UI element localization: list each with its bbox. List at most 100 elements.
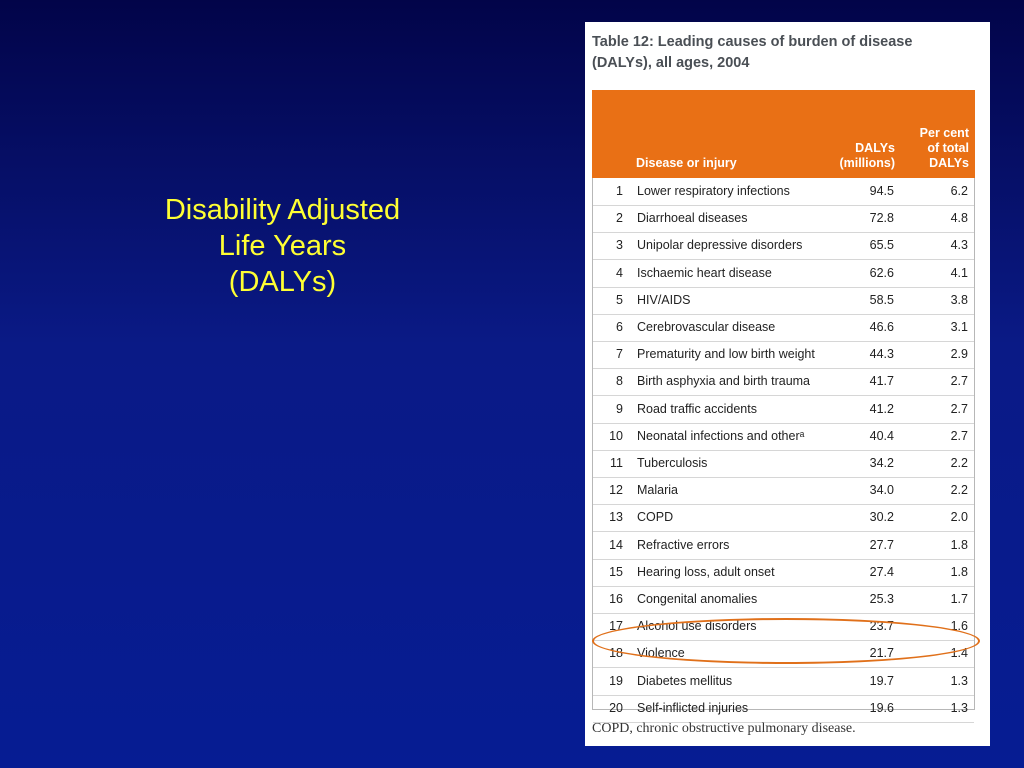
row-dalys-value: 40.4 <box>869 428 894 443</box>
violence-highlight-ellipse <box>592 618 980 664</box>
row-percent-value: 1.8 <box>950 564 968 579</box>
slide-title: Disability Adjusted Life Years (DALYs) <box>120 192 445 300</box>
row-disease-name: Hearing loss, adult onset <box>637 564 775 579</box>
row-percent-value: 1.7 <box>950 592 968 606</box>
row-rank: 19 <box>609 673 623 688</box>
row-rank: 20 <box>609 700 623 715</box>
dalys-header-line-2: (millions) <box>839 156 895 170</box>
table-row: 13 COPD 30.2 2.0 <box>593 504 974 533</box>
title-line-1: Disability Adjusted <box>164 194 401 226</box>
table-row: 15 Hearing loss, adult onset 27.4 1.8 <box>593 559 974 587</box>
table-row: 6 Cerebrovascular disease 46.6 3.1 <box>593 314 974 342</box>
row-dalys-value: 62.6 <box>869 265 894 280</box>
row-rank: 15 <box>609 564 623 579</box>
row-disease-name: Unipolar depressive disorders <box>637 238 803 253</box>
row-rank: 3 <box>616 238 623 253</box>
row-percent-value: 3.8 <box>950 292 968 307</box>
table-row: 5 HIV/AIDS 58.5 3.8 <box>593 287 974 315</box>
table-row: 20 Self-inflicted injuries 19.6 1.3 <box>593 695 974 723</box>
row-percent-value: 6.2 <box>950 184 968 198</box>
row-disease-name: Congenital anomalies <box>637 592 758 606</box>
column-header-dalys: DALYs (millions) <box>839 141 895 171</box>
row-percent-value: 2.2 <box>950 456 968 470</box>
table-row: 8 Birth asphyxia and birth trauma 41.7 2.7 <box>593 368 974 397</box>
table-header: Disease or injury DALYs (millions) Per c… <box>592 90 975 178</box>
row-disease-name: Lower respiratory infections <box>637 184 790 198</box>
table-row: 10 Neonatal infections and otherᵃ 40.4 2.7 <box>593 423 974 451</box>
row-disease-name: HIV/AIDS <box>637 292 691 307</box>
row-dalys-value: 44.3 <box>869 347 894 362</box>
row-dalys-value: 46.6 <box>869 320 894 334</box>
row-percent-value: 2.7 <box>950 401 968 416</box>
row-percent-value: 2.7 <box>950 428 968 443</box>
row-dalys-value: 41.2 <box>869 401 894 416</box>
row-disease-name: Refractive errors <box>637 537 730 552</box>
row-disease-name: COPD <box>637 510 674 525</box>
row-percent-value: 2.2 <box>950 483 968 498</box>
table-row: 11 Tuberculosis 34.2 2.2 <box>593 450 974 478</box>
row-percent-value: 2.7 <box>950 374 968 389</box>
row-rank: 1 <box>616 184 623 198</box>
row-percent-value: 1.3 <box>950 700 968 715</box>
row-rank: 5 <box>616 292 623 307</box>
row-disease-name: Neonatal infections and otherᵃ <box>637 428 805 443</box>
row-percent-value: 4.1 <box>950 265 968 280</box>
row-dalys-value: 94.5 <box>869 184 894 198</box>
column-header-percent: Per cent of total DALYs <box>920 126 969 171</box>
dalys-header-line-1: DALYs <box>855 141 895 155</box>
title-line-3: (DALYs) <box>228 266 337 298</box>
row-rank: 16 <box>609 592 623 606</box>
table-row: 19 Diabetes mellitus 19.7 1.3 <box>593 668 974 696</box>
row-dalys-value: 25.3 <box>869 592 894 606</box>
table-row: 4 Ischaemic heart disease 62.6 4.1 <box>593 260 974 288</box>
percent-header-line-2: of total <box>927 141 969 155</box>
row-dalys-value: 30.2 <box>869 510 894 525</box>
row-disease-name: Cerebrovascular disease <box>637 320 776 334</box>
table-row: 7 Prematurity and low birth weight 44.3 2.9 <box>593 341 974 370</box>
table-footnote: COPD, chronic obstructive pulmonary dise… <box>592 721 856 736</box>
row-rank: 4 <box>616 265 623 280</box>
table-row: 2 Diarrhoeal diseases 72.8 4.8 <box>593 205 974 234</box>
row-rank: 6 <box>616 320 623 334</box>
row-disease-name: Malaria <box>637 483 678 498</box>
row-disease-name: Ischaemic heart disease <box>637 265 772 280</box>
row-percent-value: 2.0 <box>950 510 968 525</box>
row-percent-value: 1.3 <box>950 673 968 688</box>
row-disease-name: Prematurity and low birth weight <box>637 347 815 362</box>
row-disease-name: Tuberculosis <box>637 456 708 470</box>
percent-header-line-1: Per cent <box>919 126 969 140</box>
row-percent-value: 3.1 <box>950 320 968 334</box>
row-rank: 10 <box>609 428 623 443</box>
row-disease-name: Diarrhoeal diseases <box>637 211 748 226</box>
table-row: 9 Road traffic accidents 41.2 2.7 <box>593 396 974 424</box>
row-dalys-value: 19.6 <box>869 700 894 715</box>
row-rank: 11 <box>610 456 623 470</box>
row-rank: 2 <box>616 211 623 226</box>
table-row: 1 Lower respiratory infections 94.5 6.2 <box>593 178 974 206</box>
row-dalys-value: 34.0 <box>869 483 894 498</box>
row-disease-name: Road traffic accidents <box>637 401 757 416</box>
row-rank: 8 <box>616 374 623 389</box>
table-row: 3 Unipolar depressive disorders 65.5 4.3 <box>593 232 974 261</box>
row-rank: 13 <box>609 510 623 525</box>
row-rank: 12 <box>609 483 623 498</box>
row-dalys-value: 65.5 <box>869 238 894 253</box>
table-caption: Table 12: Leading causes of burden of di… <box>592 34 913 71</box>
row-disease-name: Self-inflicted injuries <box>637 700 749 715</box>
row-percent-value: 2.9 <box>950 347 968 362</box>
row-rank: 14 <box>609 537 623 552</box>
row-disease-name: Diabetes mellitus <box>637 673 733 688</box>
row-percent-value: 1.8 <box>950 537 968 552</box>
row-disease-name: Birth asphyxia and birth trauma <box>637 374 811 389</box>
row-rank: 7 <box>616 347 623 362</box>
title-line-2: Life Years <box>218 230 347 262</box>
row-percent-value: 4.8 <box>950 211 968 226</box>
row-dalys-value: 19.7 <box>869 673 894 688</box>
table-row: 12 Malaria 34.0 2.2 <box>593 477 974 506</box>
table-row: 14 Refractive errors 27.7 1.8 <box>593 532 974 560</box>
row-dalys-value: 58.5 <box>869 292 894 307</box>
row-dalys-value: 27.4 <box>869 564 894 579</box>
row-rank: 9 <box>616 401 623 416</box>
percent-header-line-3: DALYs <box>929 156 969 170</box>
table-row: 16 Congenital anomalies 25.3 1.7 <box>593 586 974 614</box>
